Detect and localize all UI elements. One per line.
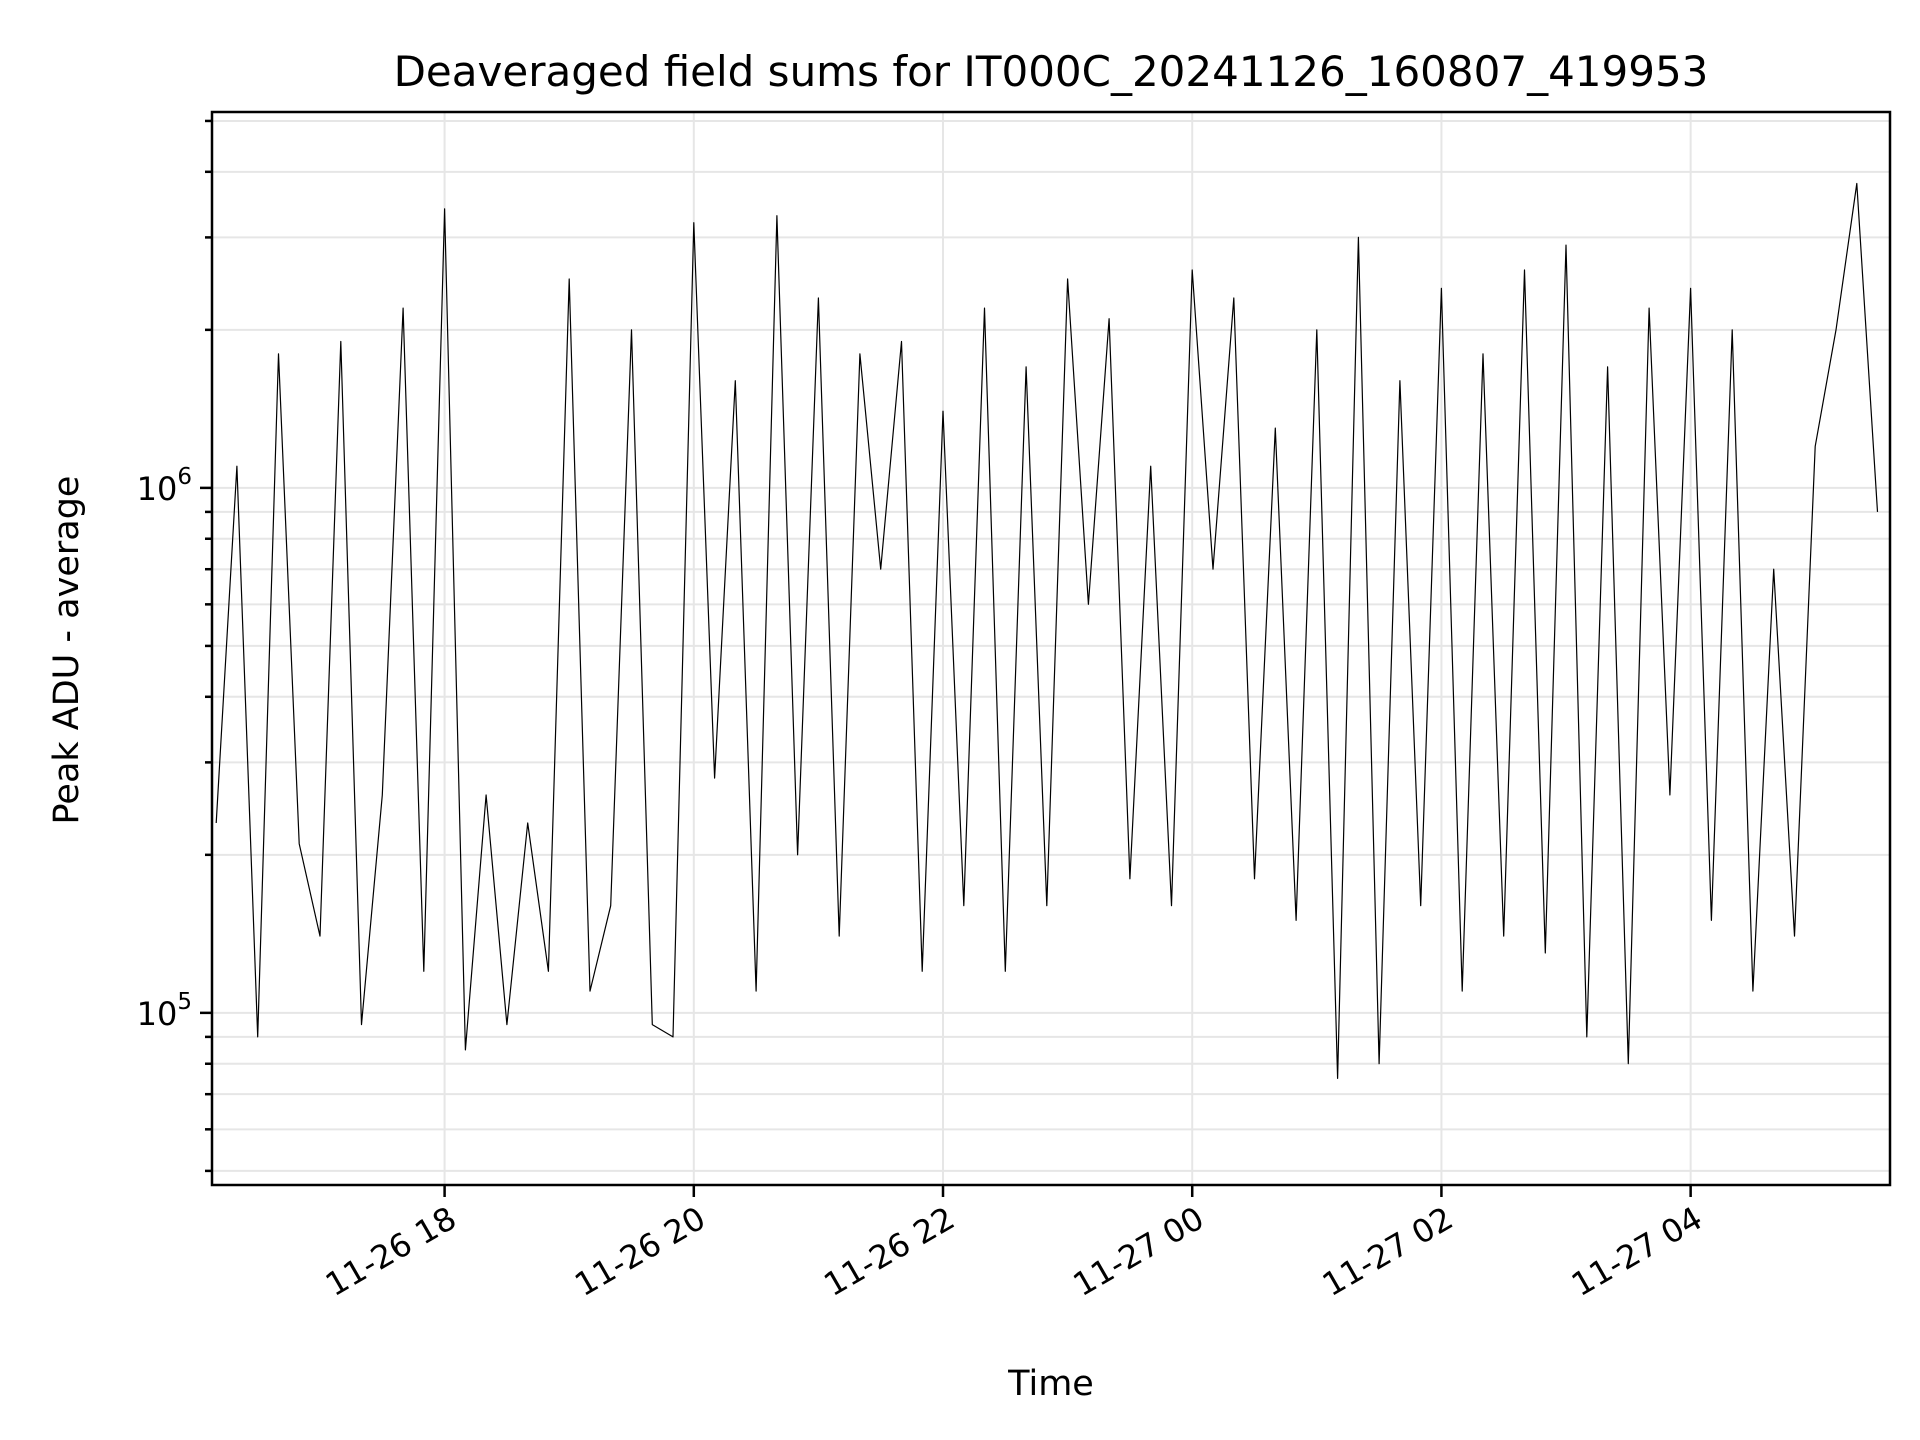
grid bbox=[212, 112, 1890, 1185]
plot-frame bbox=[210, 110, 1892, 1187]
y-tick-label: 105 bbox=[137, 989, 192, 1033]
y-axis-label: Peak ADU - average bbox=[47, 476, 87, 825]
data-series bbox=[215, 182, 1879, 1080]
y-tick-label: 106 bbox=[137, 464, 192, 508]
series-line bbox=[215, 182, 1879, 1080]
chart-title: Deaveraged field sums for IT000C_2024112… bbox=[394, 47, 1709, 96]
x-axis-label: Time bbox=[1007, 1364, 1094, 1404]
